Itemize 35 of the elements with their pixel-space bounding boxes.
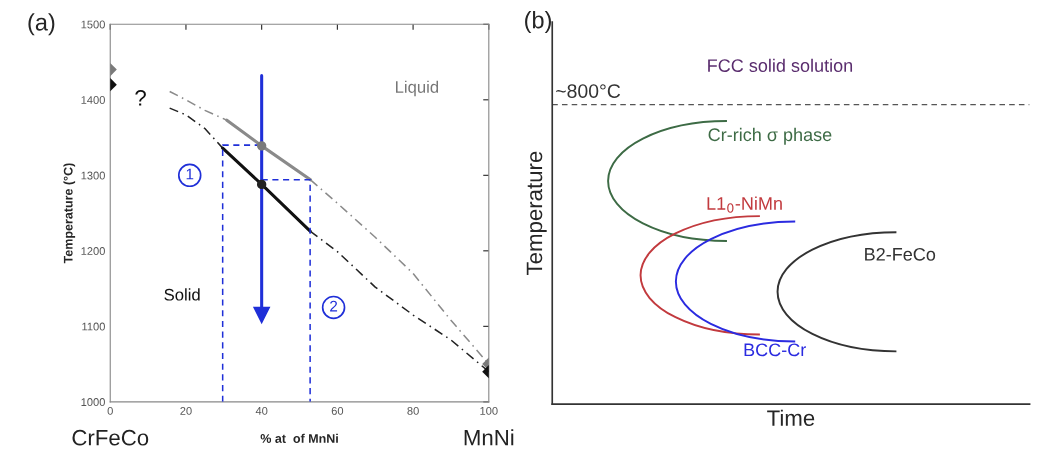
y-tick-label: 1200 (81, 247, 105, 255)
text: L1$_{0}$-NiMn (707, 196, 782, 213)
x-tick-label: 40 (255, 407, 268, 415)
annotation: 1 (186, 168, 194, 180)
y-tick-label: 1300 (81, 171, 105, 180)
text: FCC solid solution (708, 58, 853, 72)
text: Cr-rich σ phase (708, 127, 832, 145)
text: BCC-Cr (744, 343, 806, 357)
x-tick-label: 60 (331, 407, 344, 415)
x-tick-label: 0 (107, 407, 113, 415)
point (253, 306, 270, 324)
annotation: Liquid (396, 80, 439, 97)
y-tick-label: 1400 (81, 96, 105, 104)
x-tick-label: 80 (407, 407, 419, 415)
text: MnNi (464, 429, 514, 446)
y-tick-label: 1100 (82, 322, 105, 331)
line-series (168, 107, 224, 149)
text: ~800°C (556, 84, 621, 98)
y-axis-title: Temperature (°C) (63, 163, 76, 264)
annotation: 2 (330, 300, 338, 312)
text: Temperature (526, 151, 547, 275)
point (257, 141, 267, 151)
text: (b) (525, 11, 551, 34)
annotation: ? (135, 90, 146, 106)
annotation: Solid (164, 288, 200, 301)
chart-title: (a) (28, 13, 55, 36)
x-axis-title: % at of MnNi (260, 433, 338, 443)
text: Time (767, 409, 815, 426)
text: CrFeCo (72, 429, 149, 446)
x-tick-label: 20 (180, 407, 192, 415)
x-tick-label: 100 (480, 407, 498, 415)
y-tick-label: 1500 (81, 20, 105, 29)
text: B2-FeCo (865, 247, 936, 261)
point (257, 179, 267, 190)
y-tick-label: 1000 (81, 398, 105, 406)
